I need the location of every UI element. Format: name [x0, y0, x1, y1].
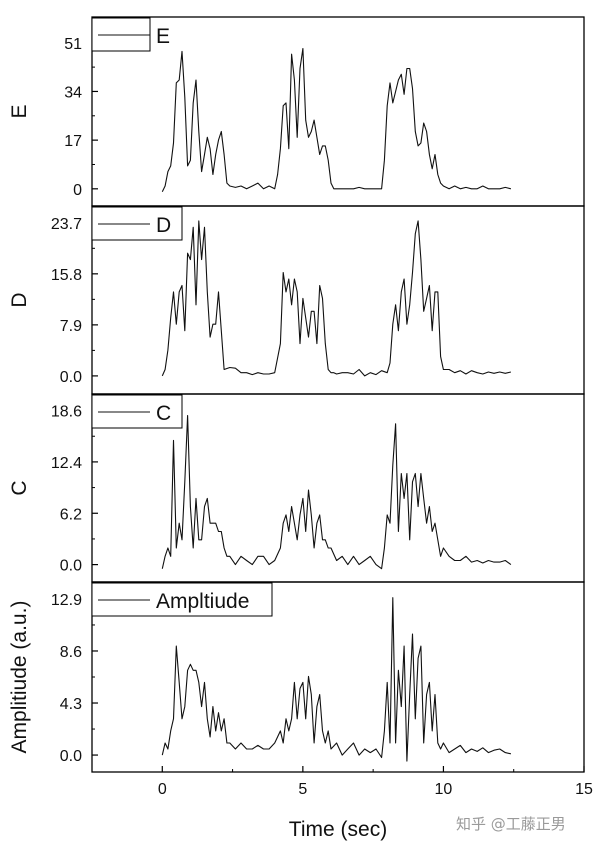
panel-3-ytick-label: 8.6: [60, 644, 82, 661]
panel-3-ytick-label: 4.3: [60, 696, 82, 713]
panel-1-ylabel: D: [8, 292, 31, 307]
panel-0-ytick-label: 34: [64, 84, 82, 101]
panel-0-legend-label: E: [156, 25, 170, 48]
x-tick-label: 10: [435, 781, 453, 798]
x-tick-label: 5: [298, 781, 307, 798]
panel-0-ytick-label: 17: [64, 133, 82, 150]
panel-1-legend-label: D: [156, 214, 171, 237]
panel-2: 0.0 6.2 12.4 18.6 C C: [8, 393, 585, 583]
panel-2-ytick-label: 6.2: [60, 506, 82, 523]
panels-group: 0 17 34 51 E E 0.0 7.9 15.8 23.7 D D 0.0 6.2 12.4 18.6 C…: [8, 16, 585, 773]
panel-1-ytick-label: 7.9: [60, 318, 82, 335]
panel-2-ylabel: C: [8, 480, 31, 495]
panel-0-series-line: [161, 47, 512, 192]
panel-3: 0.0 4.3 8.6 12.9 Amplitiude (a.u.) Ampltiude: [8, 581, 585, 773]
shared-x-axis: 0 5 10 15: [158, 766, 593, 798]
panel-2-ytick-label: 18.6: [51, 404, 82, 421]
panel-2-legend-label: C: [156, 402, 171, 425]
x-tick-label: 15: [575, 781, 593, 798]
panel-1-series-line: [161, 220, 512, 377]
panel-1: 0.0 7.9 15.8 23.7 D D: [8, 205, 585, 395]
panel-2-ytick-label: 12.4: [51, 455, 82, 472]
panel-3-ylabel: Amplitiude (a.u.): [8, 601, 31, 754]
panel-0-ytick-label: 0: [73, 182, 82, 199]
panel-2-ytick-label: 0.0: [60, 558, 82, 575]
panel-3-series-line: [161, 597, 512, 762]
panel-0: 0 17 34 51 E E: [8, 16, 585, 207]
panel-0-ytick-label: 51: [64, 36, 82, 53]
x-axis-title: Time (sec): [289, 818, 387, 841]
panel-3-ytick-label: 0.0: [60, 748, 82, 765]
watermark-text: 知乎 @工藤正男: [456, 815, 566, 833]
panel-1-ytick-label: 23.7: [51, 216, 82, 233]
panel-0-ylabel: E: [8, 104, 31, 118]
x-tick-label: 0: [158, 781, 167, 798]
panel-3-ytick-label: 12.9: [51, 592, 82, 609]
panel-1-ytick-label: 15.8: [51, 267, 82, 284]
panel-2-series-line: [161, 414, 512, 570]
panel-1-ytick-label: 0.0: [60, 369, 82, 386]
panel-3-legend-label: Ampltiude: [156, 590, 249, 613]
